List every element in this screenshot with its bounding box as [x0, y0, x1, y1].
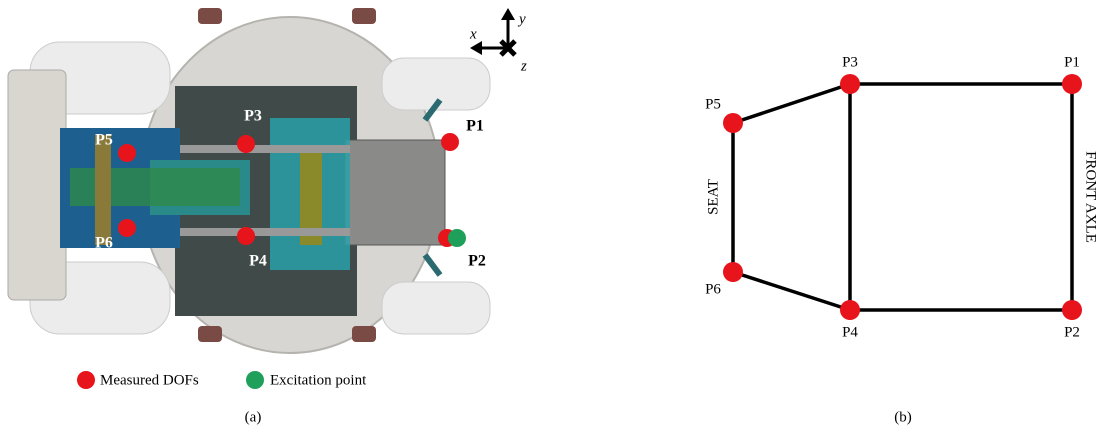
- point-p3: [237, 135, 255, 153]
- node-label: P5: [705, 96, 721, 112]
- point-label: P2: [468, 253, 486, 270]
- point-p4: [237, 227, 255, 245]
- legend-swatch: [246, 371, 264, 389]
- edge-label: FRONT AXLE: [1083, 151, 1098, 243]
- node-label: P1: [1064, 54, 1080, 70]
- caption: (a): [245, 409, 262, 425]
- axes-glyph: [470, 8, 515, 55]
- caption: (b): [894, 409, 912, 425]
- legend-swatch: [77, 371, 95, 389]
- node-label: P4: [842, 324, 858, 340]
- node-label: P6: [705, 281, 721, 297]
- point-label: P3: [244, 108, 262, 125]
- tractor-illustration: [8, 8, 490, 353]
- figure: P1 P2 P3 P4 P5 P6 x y z Measured DOFs Ex…: [0, 0, 1098, 435]
- node-label: P2: [1064, 324, 1080, 340]
- point-p5: [118, 144, 136, 162]
- point-label: P6: [95, 235, 113, 252]
- point-p6: [118, 219, 136, 237]
- axis-label: z: [520, 58, 527, 74]
- edge-label: SEAT: [705, 179, 721, 215]
- point-label: P1: [466, 118, 484, 135]
- node-label: P3: [842, 54, 858, 70]
- point-label: P5: [95, 132, 113, 149]
- legend-text: Measured DOFs: [100, 372, 199, 388]
- point-label: P4: [249, 253, 267, 270]
- axis-label: y: [517, 11, 526, 27]
- legend-text: Excitation point: [270, 372, 367, 388]
- point-p1: [441, 133, 459, 151]
- wireframe-nodes: [723, 74, 1082, 320]
- wireframe: [733, 84, 1072, 310]
- excitation-point: [448, 229, 466, 247]
- axis-label: x: [469, 26, 477, 42]
